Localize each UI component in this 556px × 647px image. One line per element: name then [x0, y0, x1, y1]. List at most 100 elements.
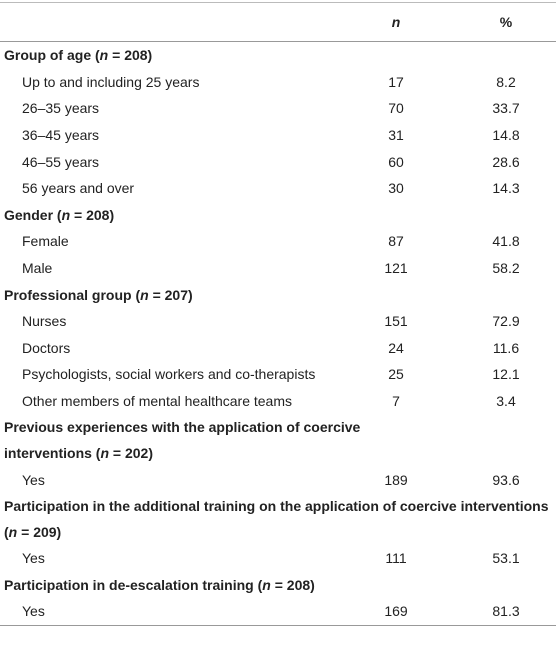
section-title: Participation in the additional training… — [0, 493, 556, 545]
row-n: 7 — [392, 393, 400, 410]
row-label: Other members of mental healthcare teams — [22, 393, 293, 410]
row-n: 60 — [388, 153, 404, 170]
row-n: 151 — [384, 313, 408, 330]
header-blank — [0, 2, 346, 42]
data-row: Yes 111 53.1 — [0, 545, 556, 572]
data-row: Male 121 58.2 — [0, 255, 556, 282]
row-percent: 12.1 — [492, 366, 520, 383]
section-title: Participation in de-escalation training … — [0, 572, 556, 599]
title-part: Professional group ( — [4, 286, 141, 303]
section-row: Participation in the additional training… — [0, 493, 556, 545]
table-header: n % — [0, 2, 556, 42]
row-percent: 93.6 — [492, 471, 520, 488]
header-row: n % — [0, 2, 556, 42]
title-part: Participation in the additional training… — [4, 497, 549, 540]
row-n: 169 — [384, 603, 408, 620]
row-n: 87 — [388, 233, 404, 250]
title-part: = 209) — [17, 523, 62, 540]
section-title-text: Gender (n = 208) — [4, 207, 114, 223]
row-percent: 11.6 — [492, 339, 520, 356]
section-title-text: Group of age (n = 208) — [4, 47, 152, 63]
row-label: Female — [22, 233, 69, 250]
row-label: 56 years and over — [22, 180, 135, 197]
title-part: = 208) — [108, 47, 153, 64]
section-row: Previous experiences with the applicatio… — [0, 414, 556, 466]
row-label: 46–55 years — [22, 153, 100, 170]
row-n: 70 — [388, 100, 404, 117]
data-row: Female 87 41.8 — [0, 228, 556, 255]
title-part: = 207) — [148, 286, 193, 303]
title-part: n — [262, 576, 271, 593]
title-part: = 208) — [270, 576, 315, 593]
row-n: 31 — [388, 127, 404, 144]
title-part: = 208) — [70, 206, 115, 223]
row-n: 111 — [385, 550, 407, 567]
row-label: Male — [22, 260, 53, 277]
row-n: 121 — [384, 260, 408, 277]
data-row: 26–35 years 70 33.7 — [0, 95, 556, 122]
title-part: Participation in de-escalation training … — [4, 576, 263, 593]
header-percent: % — [446, 2, 556, 42]
table-body: Group of age (n = 208) Up to and includin… — [0, 42, 556, 626]
row-label: 26–35 years — [22, 100, 100, 117]
row-label: Yes — [22, 550, 45, 567]
data-row: Yes 169 81.3 — [0, 598, 556, 625]
title-part: n — [99, 47, 109, 64]
row-percent: 53.1 — [492, 550, 520, 567]
row-n: 17 — [388, 73, 404, 90]
data-row: Nurses 151 72.9 — [0, 308, 556, 335]
row-label: Nurses — [22, 313, 67, 330]
data-row: Psychologists, social workers and co-the… — [0, 361, 556, 388]
data-row: Other members of mental healthcare teams… — [0, 388, 556, 415]
title-part: Gender ( — [4, 206, 62, 223]
section-title: Gender (n = 208) — [0, 202, 556, 229]
row-n: 25 — [388, 366, 404, 383]
section-title-text: Participation in the additional training… — [4, 498, 549, 540]
data-row: 46–55 years 60 28.6 — [0, 148, 556, 175]
data-row: 56 years and over 30 14.3 — [0, 175, 556, 202]
section-row: Group of age (n = 208) — [0, 42, 556, 69]
row-label: Doctors — [22, 339, 71, 356]
section-title: Group of age (n = 208) — [0, 42, 556, 69]
data-row: Doctors 24 11.6 — [0, 335, 556, 362]
row-label: Up to and including 25 years — [22, 73, 200, 90]
row-percent: 14.8 — [492, 127, 520, 144]
row-percent: 41.8 — [492, 233, 520, 250]
row-n: 189 — [384, 471, 408, 488]
row-percent: 58.2 — [492, 260, 520, 277]
row-percent: 3.4 — [496, 393, 516, 410]
row-label: 36–45 years — [22, 127, 100, 144]
data-row: Yes 189 93.6 — [0, 466, 556, 493]
section-title-text: Previous experiences with the applicatio… — [4, 414, 394, 466]
section-row: Participation in de-escalation training … — [0, 572, 556, 599]
row-percent: 33.7 — [492, 100, 520, 117]
row-label: Yes — [22, 603, 45, 620]
section-row: Gender (n = 208) — [0, 202, 556, 229]
data-row: 36–45 years 31 14.8 — [0, 122, 556, 149]
title-part: n — [61, 206, 71, 223]
row-n: 24 — [388, 339, 404, 356]
header-n: n — [346, 2, 446, 42]
section-title: Previous experiences with the applicatio… — [0, 414, 556, 466]
section-title-text: Participation in de-escalation training … — [4, 577, 315, 593]
title-part: n — [140, 286, 149, 303]
section-title-text: Professional group (n = 207) — [4, 287, 193, 303]
row-percent: 8.2 — [496, 73, 516, 90]
title-part: = 202) — [109, 445, 154, 462]
row-percent: 14.3 — [492, 180, 520, 197]
row-label: Yes — [22, 471, 45, 488]
data-table: n % Group of age (n = 208) Up to and incl… — [0, 2, 556, 626]
title-part: n — [8, 523, 18, 540]
title-part: Previous experiences with the applicatio… — [4, 419, 361, 462]
data-row: Up to and including 25 years 17 8.2 — [0, 69, 556, 96]
row-percent: 28.6 — [492, 153, 520, 170]
row-label: Psychologists, social workers and co-the… — [22, 366, 316, 383]
section-row: Professional group (n = 207) — [0, 281, 556, 308]
title-part: Group of age ( — [4, 47, 100, 64]
row-percent: 81.3 — [492, 603, 520, 620]
section-title: Professional group (n = 207) — [0, 281, 556, 308]
row-n: 30 — [388, 180, 404, 197]
row-percent: 72.9 — [492, 313, 520, 330]
title-part: n — [100, 445, 110, 462]
